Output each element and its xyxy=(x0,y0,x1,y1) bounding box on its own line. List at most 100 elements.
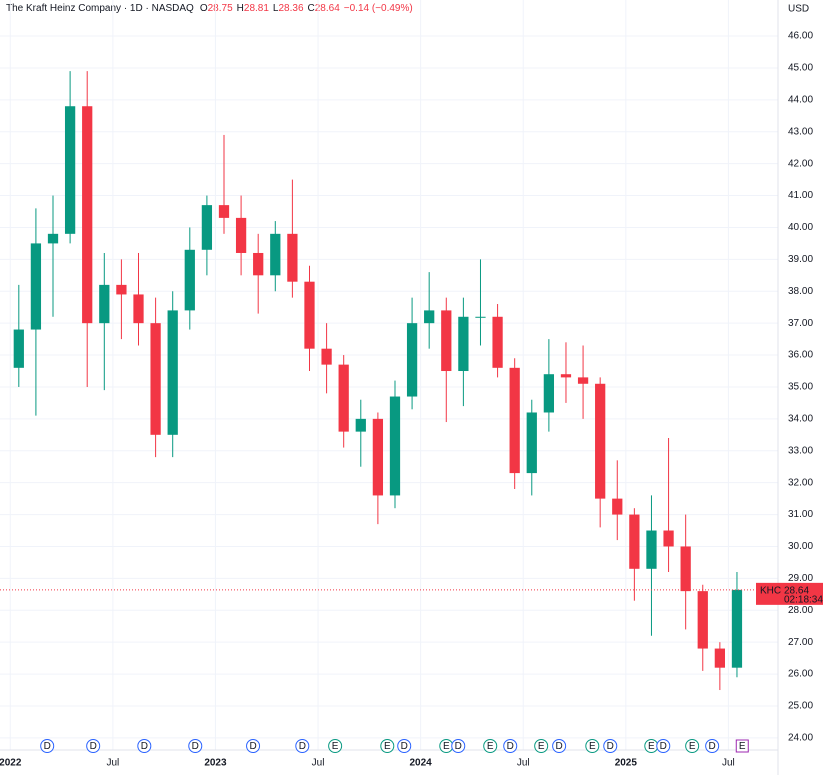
candle-body xyxy=(526,412,537,474)
event-marker xyxy=(705,739,720,753)
event-marker xyxy=(585,739,600,753)
y-tick-label: 32.00 xyxy=(788,477,813,488)
event-label: E xyxy=(487,741,494,752)
ohlc-value: 28.75 xyxy=(208,3,233,14)
x-tick-label: 2023 xyxy=(204,758,227,769)
y-tick-label: 44.00 xyxy=(788,94,813,105)
event-label: D xyxy=(455,741,462,752)
candle-body xyxy=(99,284,110,324)
candle-body xyxy=(424,310,435,324)
x-tick-label: Jul xyxy=(517,758,530,769)
event-marker xyxy=(503,739,518,753)
event-marker xyxy=(603,739,618,753)
candle-body xyxy=(406,323,418,397)
event-marker xyxy=(380,739,395,753)
x-tick-label: 2024 xyxy=(410,758,433,769)
y-tick-label: 26.00 xyxy=(788,669,813,680)
header-line: The Kraft Heinz Company · 1D · NASDAQ O28… xyxy=(6,3,413,14)
event-label: E xyxy=(443,741,450,752)
x-tick-label: Jul xyxy=(722,758,735,769)
countdown: 02:18:34 xyxy=(784,594,823,605)
ohlc-value: 28.36 xyxy=(278,3,303,14)
candle-body xyxy=(355,418,366,432)
candle-body xyxy=(253,252,264,276)
candle-body xyxy=(458,316,469,372)
ohlc-key: L xyxy=(273,3,279,14)
event-label: D xyxy=(660,741,667,752)
event-marker xyxy=(685,739,700,753)
y-tick-label: 34.00 xyxy=(788,414,813,425)
event-marker xyxy=(40,739,55,753)
event-label: D xyxy=(192,741,199,752)
event-label: D xyxy=(709,741,716,752)
candle-body xyxy=(184,249,195,311)
event-marker xyxy=(397,739,412,753)
candle-body xyxy=(595,383,606,499)
candle-body xyxy=(82,106,93,324)
candle-body xyxy=(133,294,144,324)
y-tick-label: 46.00 xyxy=(788,31,813,42)
y-tick-label: 28.00 xyxy=(788,605,813,616)
candle-body xyxy=(64,106,76,234)
candle-body xyxy=(475,316,486,318)
candle-body xyxy=(629,514,640,569)
event-label: E xyxy=(689,741,696,752)
symbol-tag: KHC xyxy=(760,585,781,596)
candle-body xyxy=(543,374,555,413)
candle-body xyxy=(680,546,691,592)
y-tick-label: 41.00 xyxy=(788,190,813,201)
candle-body xyxy=(167,310,178,435)
y-tick-label: 37.00 xyxy=(788,318,813,329)
candle-body xyxy=(287,233,298,282)
x-tick-label: 2022 xyxy=(0,758,22,769)
event-marker xyxy=(86,739,101,753)
event-marker xyxy=(735,739,749,753)
y-tick-label: 24.00 xyxy=(788,733,813,744)
candle-body xyxy=(13,329,24,368)
candle-body xyxy=(201,205,213,250)
candle-body xyxy=(321,348,332,365)
event-label: D xyxy=(401,741,408,752)
candle-body xyxy=(116,284,127,295)
y-tick-label: 39.00 xyxy=(788,254,813,265)
event-label: D xyxy=(249,741,256,752)
y-tick-label: 35.00 xyxy=(788,382,813,393)
x-tick-label: Jul xyxy=(312,758,325,769)
symbol-title: The Kraft Heinz Company · 1D · NASDAQ xyxy=(6,3,194,14)
y-tick-label: 29.00 xyxy=(788,573,813,584)
ohlc-key: C xyxy=(308,3,315,14)
candle-body xyxy=(646,530,657,569)
candle-body xyxy=(270,233,281,276)
event-marker xyxy=(483,739,498,753)
y-tick-label: 31.00 xyxy=(788,509,813,520)
event-marker xyxy=(534,739,549,753)
y-tick-label: 27.00 xyxy=(788,637,813,648)
event-label: D xyxy=(299,741,306,752)
candle-body xyxy=(560,374,572,378)
candle-body xyxy=(389,396,401,496)
event-label: D xyxy=(141,741,148,752)
event-label: E xyxy=(648,741,655,752)
candle-body xyxy=(714,648,725,668)
header: The Kraft Heinz Company · 1D · NASDAQ O28… xyxy=(6,3,413,14)
price-tag-value: 28.64 xyxy=(784,585,809,596)
candle-body xyxy=(697,591,708,649)
y-tick-label: 42.00 xyxy=(788,158,813,169)
candle-body xyxy=(338,364,349,432)
candle-body xyxy=(492,316,503,368)
price-tag xyxy=(756,582,823,605)
candle-body xyxy=(304,281,315,349)
candle-body xyxy=(441,310,452,372)
ohlc-key: H xyxy=(237,3,244,14)
event-marker xyxy=(137,739,152,753)
candle-body xyxy=(663,530,674,547)
y-tick-label: 36.00 xyxy=(788,350,813,361)
event-label: E xyxy=(739,741,746,752)
candle-body xyxy=(577,377,589,384)
event-marker xyxy=(552,739,567,753)
candle-body xyxy=(218,205,230,218)
change: −0.14 (−0.49%) xyxy=(344,3,413,14)
event-label: D xyxy=(507,741,514,752)
